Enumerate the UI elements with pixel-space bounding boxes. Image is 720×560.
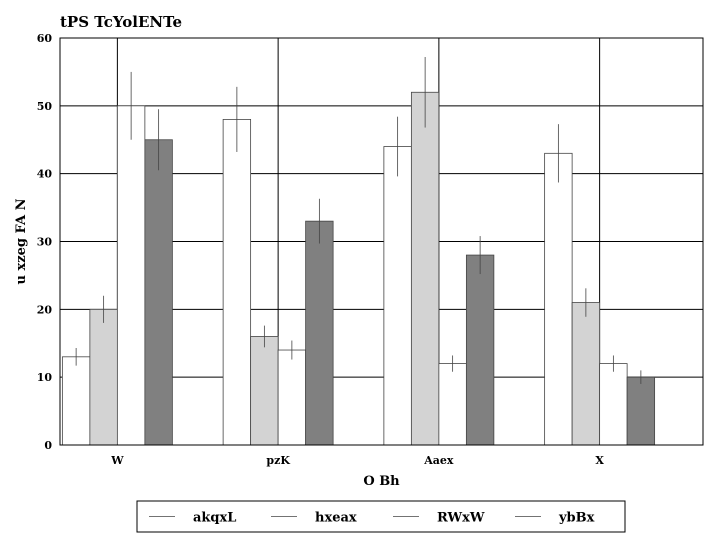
legend-label: ybBx (558, 511, 595, 526)
bar (383, 146, 412, 446)
bar (144, 139, 173, 446)
bar (599, 363, 628, 446)
bar (438, 363, 467, 446)
chart-title: tPS TcYolENTe (60, 13, 182, 31)
y-tick-label: 60 (37, 32, 53, 45)
x-tick-label: pzK (266, 454, 290, 467)
bar (116, 105, 146, 446)
y-tick-label: 40 (37, 168, 53, 181)
bars (61, 56, 656, 446)
y-tick-label: 50 (37, 100, 53, 113)
y-tick-label: 0 (44, 439, 52, 452)
bar (305, 220, 334, 446)
legend: akqxL hxeax RWxW ybBx (136, 500, 626, 533)
bar (571, 302, 601, 446)
bar (250, 336, 279, 446)
y-tick-labels: 0 10 20 30 40 50 60 (37, 32, 53, 452)
bar (89, 308, 118, 446)
legend-label: akqxL (193, 511, 236, 526)
y-axis-label: u xzeg FA N (14, 198, 29, 284)
bar (465, 254, 495, 446)
x-tick-label: W (110, 454, 124, 467)
y-tick-label: 10 (37, 371, 53, 384)
y-tick-label: 20 (37, 303, 53, 316)
bar (277, 349, 307, 446)
bar (222, 119, 252, 446)
legend-box (136, 500, 626, 533)
bar (544, 152, 573, 446)
legend-label: hxeax (315, 511, 357, 526)
y-tick-label: 30 (37, 236, 53, 249)
x-tick-label: Aaex (423, 454, 454, 467)
legend-label: RWxW (437, 511, 485, 526)
plot-frame (59, 37, 704, 446)
x-axis-label: O Bh (363, 474, 400, 489)
x-tick-label: X (595, 454, 604, 467)
bar (626, 376, 656, 446)
bar (61, 356, 91, 446)
bar (410, 91, 440, 446)
